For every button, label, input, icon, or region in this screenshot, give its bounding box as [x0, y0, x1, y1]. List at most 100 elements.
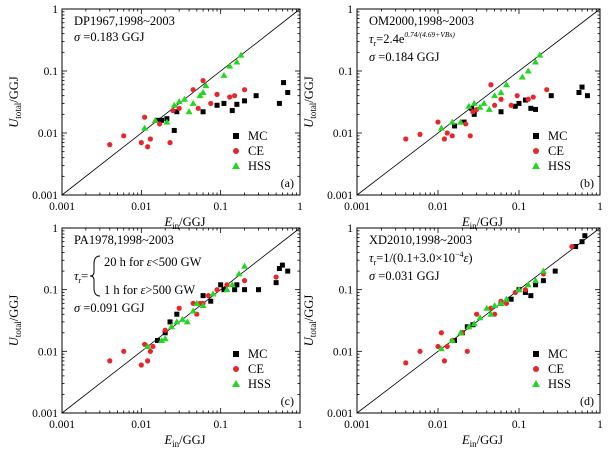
- x-tick-label: 1: [597, 419, 603, 431]
- data-point-ce: [227, 94, 233, 100]
- data-point-ce: [403, 136, 409, 142]
- data-point-mc: [582, 233, 588, 239]
- data-point-ce: [444, 343, 450, 350]
- legend-marker-hss: [232, 162, 240, 169]
- y-axis-label: Utotal/GGJ: [302, 76, 318, 128]
- legend-label: MC: [548, 347, 567, 361]
- data-point-mc: [516, 100, 522, 106]
- data-point-mc: [522, 289, 528, 295]
- data-point-hss: [199, 89, 207, 96]
- data-point-hss: [193, 299, 201, 306]
- sigma-text: σ =0.091 GGJ: [74, 301, 145, 315]
- model-title: OM2000,1998~2003: [369, 14, 474, 28]
- y-tick-label: 1: [347, 4, 353, 16]
- y-tick-label: 0.001: [32, 408, 58, 420]
- data-point-hss: [524, 281, 532, 288]
- data-point-mc: [552, 268, 558, 274]
- data-point-hss: [163, 118, 171, 125]
- x-tick-label: 0.01: [428, 419, 448, 431]
- data-point-ce: [569, 243, 575, 250]
- x-tick-label: 1: [597, 201, 603, 213]
- sigma-text: σ =0.184 GGJ: [369, 50, 440, 64]
- data-point-ce: [121, 348, 127, 354]
- series-mc: [155, 80, 291, 133]
- data-point-mc: [242, 98, 248, 104]
- data-point-ce: [190, 87, 196, 93]
- y-tick-label: 0.1: [339, 285, 354, 297]
- data-point-mc: [155, 117, 161, 123]
- diagonal-line: [356, 227, 601, 414]
- data-point-ce: [470, 109, 476, 115]
- data-point-ce: [492, 102, 498, 108]
- data-point-hss: [457, 118, 465, 125]
- data-point-ce: [145, 358, 151, 364]
- data-point-hss: [220, 71, 228, 78]
- data-point-ce: [441, 136, 448, 142]
- plot-frame: [61, 8, 301, 196]
- plot-frame: [61, 227, 301, 414]
- data-point-mc: [229, 108, 235, 114]
- data-point-ce: [273, 274, 279, 280]
- data-point-mc: [159, 117, 165, 123]
- data-point-hss: [485, 105, 493, 112]
- data-point-hss: [502, 295, 510, 302]
- data-point-hss: [532, 58, 540, 65]
- data-point-ce: [147, 136, 153, 142]
- data-point-hss: [487, 310, 495, 317]
- legend-label: MC: [248, 129, 267, 143]
- series-hss: [437, 51, 544, 131]
- legend-label: CE: [548, 362, 564, 376]
- data-point-ce: [514, 93, 520, 99]
- x-tick-label: 1: [297, 419, 303, 431]
- legend-marker-mc: [533, 133, 539, 139]
- data-point-ce: [162, 327, 168, 333]
- data-point-ce: [176, 105, 182, 111]
- series-ce: [107, 78, 248, 150]
- data-point-ce: [522, 287, 529, 293]
- data-point-hss: [515, 286, 523, 293]
- data-point-mc: [234, 101, 240, 107]
- sigma-text: σ =0.183 GGJ: [74, 30, 145, 44]
- x-axis-label: Ein/GGJ: [461, 215, 503, 231]
- data-point-mc: [548, 93, 554, 99]
- y-tick-label: 0.01: [333, 346, 353, 358]
- data-point-hss: [524, 67, 532, 74]
- data-point-hss: [233, 58, 241, 65]
- y-tick-label: 1: [347, 223, 353, 235]
- legend-marker-hss: [232, 380, 240, 387]
- panel-b: 0.001 0.01 0.1 1 0.001 0.01 0.1 1 Ein/GGJ Utotal/…: [302, 4, 603, 231]
- data-point-ce: [200, 78, 206, 84]
- data-point-hss: [173, 318, 181, 325]
- data-point-hss: [167, 323, 175, 330]
- data-point-hss: [539, 267, 547, 274]
- diagonal-line: [356, 8, 601, 196]
- data-point-ce: [241, 278, 248, 284]
- data-point-mc: [512, 103, 518, 109]
- data-point-ce: [107, 141, 113, 148]
- data-point-hss: [532, 277, 540, 284]
- data-point-mc: [214, 102, 220, 108]
- y-tick-label: 1: [52, 223, 58, 235]
- data-point-mc: [155, 337, 161, 343]
- y-axis-label: Utotal/GGJ: [7, 76, 23, 128]
- legend-marker-ce: [533, 366, 539, 372]
- data-point-ce: [525, 96, 531, 102]
- data-point-hss: [536, 51, 544, 58]
- legend-label: MC: [248, 347, 267, 361]
- data-point-mc: [579, 239, 585, 245]
- data-point-ce: [138, 362, 144, 368]
- panel-label: (c): [281, 394, 294, 408]
- data-point-mc: [200, 109, 206, 115]
- x-tick-label: 0.1: [213, 201, 228, 213]
- data-point-ce: [438, 330, 444, 336]
- series-hss: [144, 262, 249, 349]
- data-point-mc: [276, 100, 282, 106]
- data-point-ce: [195, 105, 201, 111]
- data-point-hss: [502, 81, 510, 88]
- data-point-ce: [145, 144, 151, 150]
- annotation: XD2010,1998~2003 τr=1/(0.1+3.0×10−4ε) σ =0…: [369, 233, 473, 283]
